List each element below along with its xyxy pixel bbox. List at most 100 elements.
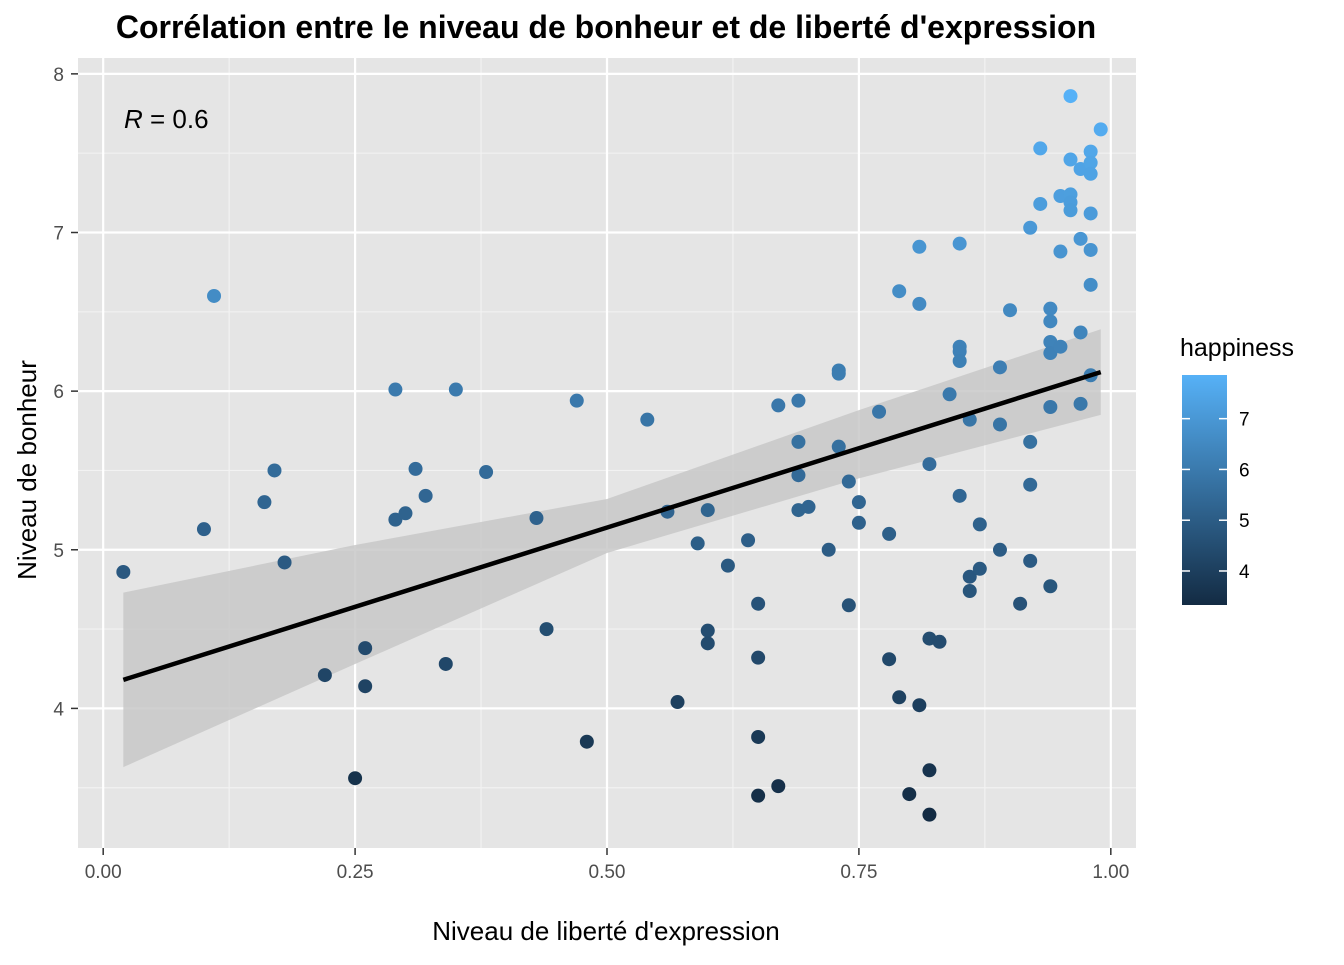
data-point: [831, 439, 846, 454]
data-point: [1083, 277, 1098, 292]
data-point: [962, 584, 977, 599]
y-axis: 4 5 6 7 8: [53, 65, 78, 720]
data-point: [1013, 596, 1028, 611]
data-point: [1063, 89, 1078, 104]
x-axis: 0.00 0.25 0.50 0.75 1.00: [85, 848, 1129, 883]
x-tick-label: 1.00: [1092, 862, 1129, 883]
data-point: [317, 668, 332, 683]
data-point: [569, 393, 584, 408]
data-point: [992, 542, 1007, 557]
trend-line: [122, 369, 1102, 682]
legend-tick-label: 4: [1239, 562, 1250, 583]
confidence-band: [123, 329, 1101, 768]
data-point: [771, 398, 786, 413]
data-point: [922, 457, 937, 472]
data-point: [851, 495, 866, 510]
data-point: [912, 296, 927, 311]
data-point: [932, 634, 947, 649]
data-point: [872, 404, 887, 419]
data-point: [942, 387, 957, 402]
data-point: [1093, 122, 1108, 137]
data-point: [1083, 242, 1098, 257]
data-point: [207, 288, 222, 303]
data-point: [1073, 325, 1088, 340]
data-point: [267, 463, 282, 478]
data-point: [1083, 206, 1098, 221]
data-point: [791, 434, 806, 449]
data-point: [1033, 196, 1048, 211]
data-point: [1053, 339, 1068, 354]
data-point: [398, 506, 413, 521]
data-point: [882, 526, 897, 541]
data-point: [751, 650, 766, 665]
data-point: [912, 698, 927, 713]
data-point: [1023, 220, 1038, 235]
data-point: [851, 515, 866, 530]
data-point: [831, 366, 846, 381]
data-point: [922, 763, 937, 778]
y-axis-label: Niveau de bonheur: [12, 360, 42, 580]
data-point: [479, 465, 494, 480]
data-point: [751, 788, 766, 803]
data-point: [962, 569, 977, 584]
legend-ticks: 4 5 6 7: [1182, 410, 1250, 583]
x-axis-label: Niveau de liberté d'expression: [432, 916, 780, 946]
data-point: [992, 417, 1007, 432]
data-point: [751, 596, 766, 611]
y-tick-label: 7: [53, 223, 64, 244]
data-point: [1083, 155, 1098, 170]
data-point: [972, 561, 987, 576]
data-point: [1043, 399, 1058, 414]
data-point: [1083, 144, 1098, 159]
x-tick-label: 0.75: [840, 862, 877, 883]
legend-tick-label: 7: [1239, 410, 1250, 431]
x-tick-label: 0.00: [85, 862, 122, 883]
x-tick-label: 0.25: [337, 862, 374, 883]
correlation-annotation: R = 0.6: [124, 104, 209, 134]
data-point: [1033, 141, 1048, 156]
correlation-value: = 0.6: [143, 104, 209, 134]
data-point: [700, 636, 715, 651]
data-point: [579, 734, 594, 749]
data-point: [992, 360, 1007, 375]
data-point: [952, 488, 967, 503]
data-point: [257, 495, 272, 510]
data-point: [539, 622, 554, 637]
data-point: [388, 512, 403, 527]
data-point: [690, 536, 705, 551]
data-point: [277, 555, 292, 570]
data-point: [1023, 477, 1038, 492]
data-point: [1073, 231, 1088, 246]
data-point: [448, 382, 463, 397]
data-point: [1063, 203, 1078, 218]
data-point: [438, 656, 453, 671]
legend-title: happiness: [1180, 334, 1294, 362]
data-point: [801, 499, 816, 514]
chart-title: Corrélation entre le niveau de bonheur e…: [116, 9, 1096, 45]
data-point: [1053, 244, 1068, 259]
data-point: [388, 382, 403, 397]
data-point: [791, 393, 806, 408]
data-point: [912, 239, 927, 254]
data-point: [1003, 303, 1018, 318]
confidence-band-layer: [123, 329, 1101, 768]
legend-colorbar: [1182, 375, 1227, 605]
y-tick-label: 4: [53, 699, 64, 720]
data-point: [408, 461, 423, 476]
data-point: [1043, 579, 1058, 594]
data-point: [751, 729, 766, 744]
data-point: [1073, 396, 1088, 411]
x-tick-label: 0.50: [589, 862, 626, 883]
data-point: [952, 236, 967, 251]
data-point: [841, 598, 856, 613]
trend-line-layer: [122, 369, 1102, 682]
data-point: [892, 284, 907, 299]
correlation-symbol: R: [124, 104, 143, 134]
data-point: [720, 558, 735, 573]
data-point: [670, 695, 685, 710]
data-point: [529, 511, 544, 526]
data-point: [358, 679, 373, 694]
data-point: [922, 807, 937, 822]
data-point: [196, 522, 211, 537]
